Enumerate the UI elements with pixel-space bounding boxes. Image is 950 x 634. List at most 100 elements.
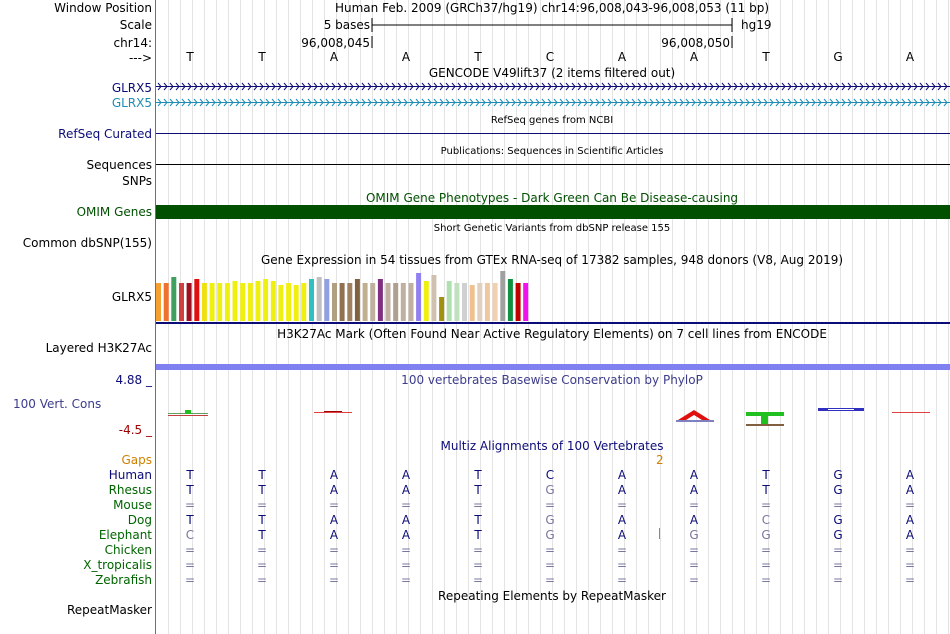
omim-gene-bar[interactable]	[156, 205, 950, 219]
gtex-label[interactable]: GLRX5	[111, 290, 152, 304]
strand-chevron	[499, 98, 504, 107]
h3k27ac-layer-bar[interactable]	[156, 364, 950, 370]
strand-arrow-label[interactable]: --->	[128, 51, 152, 65]
sequences-title[interactable]: Publications: Sequences in Scientific Ar…	[440, 146, 664, 157]
cons-mark-base-8b	[676, 420, 714, 422]
strand-chevron	[295, 82, 300, 91]
strand-chevron	[313, 98, 318, 107]
strand-chevron	[385, 98, 390, 107]
alignment-base: G	[833, 528, 843, 542]
refseq-label[interactable]: RefSeq Curated	[58, 127, 152, 141]
strand-chevron	[811, 98, 816, 107]
alignment-base: A	[401, 468, 411, 482]
alignment-base: =	[184, 498, 196, 512]
strand-chevron	[229, 82, 234, 91]
strand-chevron	[793, 98, 798, 107]
cons-title[interactable]: 100 vertebrates Basewise Conservation by…	[401, 373, 703, 387]
strand-chevron	[721, 82, 726, 91]
species-label-x_tropicalis[interactable]: X_tropicalis	[83, 558, 152, 572]
strand-chevron	[625, 98, 630, 107]
alignment-base: T	[258, 513, 266, 527]
strand-chevron	[265, 98, 270, 107]
cons-max-label: 4.88 _	[115, 373, 152, 387]
gtex-tissue-bar	[484, 283, 490, 321]
gtex-tissue-bar	[515, 283, 521, 321]
strand-chevron	[391, 98, 396, 107]
species-label-chicken[interactable]: Chicken	[104, 543, 152, 557]
alignment-base: =	[832, 543, 844, 557]
omim-title[interactable]: OMIM Gene Phenotypes - Dark Green Can Be…	[365, 191, 739, 205]
strand-chevron	[811, 82, 816, 91]
strand-chevron	[919, 98, 924, 107]
strand-chevron	[577, 98, 582, 107]
species-label-rhesus[interactable]: Rhesus	[108, 483, 152, 497]
strand-chevron	[217, 82, 222, 91]
species-label-human[interactable]: Human	[108, 468, 152, 482]
species-label-dog[interactable]: Dog	[127, 513, 152, 527]
strand-chevron	[337, 82, 342, 91]
strand-chevron	[823, 98, 828, 107]
h3k27ac-title[interactable]: H3K27Ac Mark (Often Found Near Active Re…	[277, 327, 827, 341]
alignment-base: =	[904, 558, 916, 572]
cons-plot[interactable]	[156, 404, 950, 430]
alignment-base: G	[545, 513, 555, 527]
gtex-title[interactable]: Gene Expression in 54 tissues from GTEx …	[260, 253, 844, 267]
species-label-elephant[interactable]: Elephant	[98, 528, 152, 542]
strand-chevron	[529, 82, 534, 91]
gencode-item-glrx5-2[interactable]: GLRX5	[111, 96, 152, 110]
alignment-base: =	[904, 573, 916, 587]
h3k27ac-label[interactable]: Layered H3K27Ac	[45, 341, 152, 355]
strand-chevron	[757, 98, 762, 107]
species-label-mouse[interactable]: Mouse	[113, 498, 152, 512]
strand-chevron	[181, 98, 186, 107]
gtex-bar-chart[interactable]	[156, 266, 950, 326]
strand-chevron	[163, 82, 168, 91]
strand-chevron	[787, 98, 792, 107]
strand-chevron	[445, 82, 450, 91]
alignment-base: T	[186, 468, 194, 482]
strand-chevron	[793, 82, 798, 91]
strand-chevron	[607, 98, 612, 107]
strand-chevron	[187, 98, 192, 107]
repeatmasker-label[interactable]: RepeatMasker	[66, 603, 152, 617]
strand-chevron	[601, 98, 606, 107]
strand-chevron	[355, 98, 360, 107]
strand-chevron	[943, 82, 948, 91]
repeatmasker-title[interactable]: Repeating Elements by RepeatMasker	[438, 589, 666, 603]
sequences-label[interactable]: Sequences	[86, 158, 152, 172]
strand-chevron	[829, 82, 834, 91]
strand-chevron	[565, 98, 570, 107]
multiz-title[interactable]: Multiz Alignments of 100 Vertebrates	[440, 439, 664, 453]
gencode-item-glrx5-1[interactable]: GLRX5	[111, 81, 152, 95]
strand-chevron	[919, 82, 924, 91]
dbsnp-title[interactable]: Short Genetic Variants from dbSNP releas…	[433, 223, 671, 234]
strand-chevron	[847, 82, 852, 91]
gaps-label[interactable]: Gaps	[121, 453, 152, 467]
ruler-base: T	[186, 50, 194, 64]
alignment-base: G	[545, 528, 555, 542]
gencode-title[interactable]: GENCODE V49lift37 (2 items filtered out)	[428, 66, 676, 80]
alignment-base: C	[185, 528, 195, 542]
strand-chevron	[247, 98, 252, 107]
snps-label[interactable]: SNPs	[122, 174, 152, 188]
strand-chevron	[583, 98, 588, 107]
strand-chevron	[415, 82, 420, 91]
omim-label[interactable]: OMIM Genes	[76, 205, 152, 219]
alignment-base: =	[400, 573, 412, 587]
alignment-base: A	[689, 513, 699, 527]
cons-label[interactable]: 100 Vert. Cons	[13, 397, 102, 411]
alignment-base: T	[474, 468, 482, 482]
species-label-zebrafish[interactable]: Zebrafish	[95, 573, 152, 587]
alignment-base: T	[258, 483, 266, 497]
alignment-base: A	[905, 528, 915, 542]
gencode-transcripts[interactable]	[156, 82, 950, 108]
dbsnp-label[interactable]: Common dbSNP(155)	[22, 236, 152, 250]
gtex-tissue-bar	[454, 283, 460, 321]
strand-chevron	[859, 82, 864, 91]
strand-chevron	[205, 82, 210, 91]
refseq-title[interactable]: RefSeq genes from NCBI	[490, 115, 614, 126]
strand-chevron	[301, 98, 306, 107]
strand-chevron	[757, 82, 762, 91]
strand-chevron	[361, 82, 366, 91]
ruler-base: C	[545, 50, 555, 64]
